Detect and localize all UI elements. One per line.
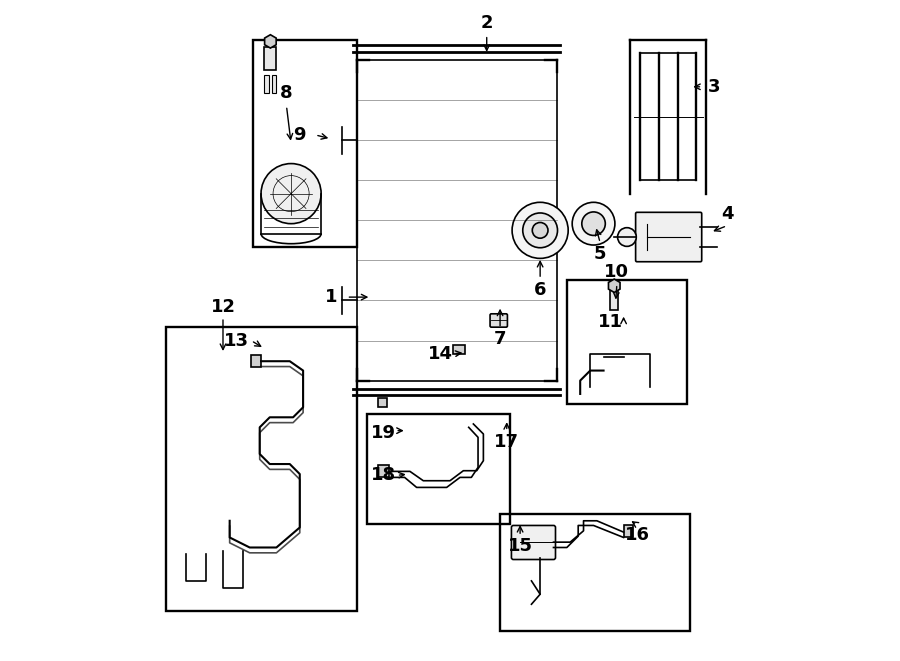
Text: 12: 12 [211,298,236,316]
Bar [624,525,633,537]
Bar [610,290,618,311]
Polygon shape [265,35,276,48]
Circle shape [512,202,568,258]
Text: 11: 11 [598,313,623,331]
Circle shape [581,212,606,235]
Circle shape [523,213,557,248]
FancyBboxPatch shape [511,525,555,559]
Text: 2: 2 [481,15,493,32]
Bar [272,75,276,93]
Text: 5: 5 [594,245,607,262]
Text: 18: 18 [371,467,396,485]
Bar [378,465,389,477]
Text: 14: 14 [428,345,453,363]
Text: 9: 9 [293,126,306,144]
Text: 7: 7 [494,330,507,348]
Text: 8: 8 [280,85,292,102]
Text: 4: 4 [721,205,734,223]
Circle shape [261,163,321,223]
Text: 3: 3 [707,78,720,96]
Bar [454,344,465,354]
Text: 19: 19 [371,424,396,442]
FancyBboxPatch shape [491,314,508,327]
Text: 17: 17 [494,433,519,451]
Text: 1: 1 [325,288,338,306]
Bar [567,280,687,404]
Circle shape [572,202,615,245]
FancyBboxPatch shape [635,212,702,262]
Circle shape [532,223,548,238]
Text: 6: 6 [534,282,546,299]
Bar [166,327,356,611]
Text: 13: 13 [224,332,248,350]
Bar [356,60,557,381]
Bar [500,514,690,631]
Bar [378,398,387,407]
Ellipse shape [617,227,636,247]
Text: 16: 16 [625,526,650,545]
Polygon shape [608,279,620,292]
Bar [366,414,510,524]
Bar [265,47,276,70]
Bar [253,40,356,247]
Bar [265,75,269,93]
Bar [251,355,261,368]
Text: 10: 10 [605,264,629,282]
Text: 15: 15 [508,537,533,555]
